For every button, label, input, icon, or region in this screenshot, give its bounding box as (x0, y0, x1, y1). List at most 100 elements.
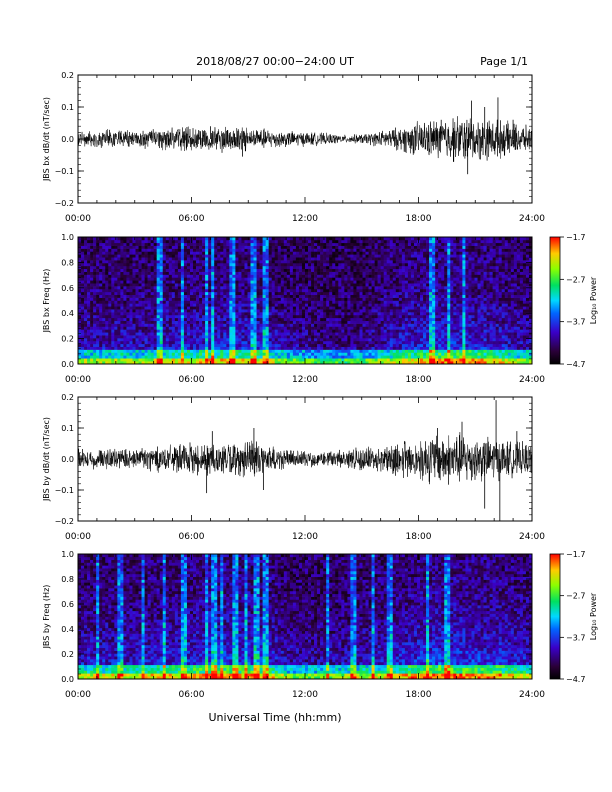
spectrogram-cell (295, 265, 300, 270)
spectrogram-cell (180, 260, 185, 264)
spectrogram-cell (407, 309, 412, 313)
spectrogram-cell (144, 239, 148, 244)
spectrogram-cell (395, 352, 400, 356)
spectrogram-cell (229, 323, 233, 327)
spectrogram-cell (211, 346, 215, 350)
spectrogram-cell (174, 271, 179, 275)
spectrogram-cell (326, 329, 330, 333)
spectrogram-cell (102, 335, 106, 339)
spectrogram-cell (214, 291, 218, 296)
spectrogram-cell (295, 306, 300, 310)
spectrogram-cell (295, 335, 300, 339)
spectrogram-cell (404, 340, 409, 345)
spectrogram-cell (314, 280, 318, 284)
spectrogram-cell (353, 358, 357, 362)
spectrogram-cell (87, 309, 91, 313)
spectrogram-cell (123, 332, 127, 336)
spectrogram-cell (114, 257, 118, 261)
spectrogram-cell (347, 283, 351, 287)
spectrogram-cell (138, 245, 142, 249)
spectrogram-cell (214, 329, 218, 333)
spectrogram-cell (314, 288, 318, 293)
spectrogram-cell (374, 265, 378, 270)
spectrogram-cell (120, 251, 124, 255)
spectrogram-cell (108, 314, 112, 319)
spectrogram-cell (105, 326, 109, 330)
spectrogram-cell (123, 300, 127, 304)
spectrogram-cell (305, 306, 309, 310)
spectrogram-cell (220, 320, 224, 324)
spectrogram-cell (129, 277, 133, 281)
spectrogram-cell (117, 314, 121, 319)
spectrogram-cell (174, 332, 179, 336)
spectrogram-cell (289, 346, 294, 350)
spectrogram-cell (398, 262, 403, 267)
spectrogram-cell (202, 332, 206, 336)
spectrogram-cell (292, 349, 297, 353)
spectrogram-cell (120, 320, 124, 324)
spectrogram-cell (395, 297, 400, 301)
spectrogram-cell (171, 332, 176, 336)
spectrogram-cell (320, 320, 324, 324)
spectrogram-cell (326, 338, 330, 342)
spectrogram-cell (186, 242, 191, 246)
spectrogram-cell (286, 332, 291, 336)
spectrogram-cell (105, 254, 109, 258)
spectrogram-cell (344, 297, 348, 301)
spectrogram-cell (174, 317, 179, 322)
spectrogram-cell (193, 355, 197, 359)
spectrogram-cell (350, 340, 354, 345)
spectrogram-cell (199, 349, 203, 353)
spectrogram-cell (138, 312, 142, 316)
spectrogram-cell (368, 294, 372, 298)
spectrogram-cell (410, 340, 415, 345)
spectrogram-cell (99, 300, 103, 304)
spectrogram-cell (274, 335, 279, 339)
spectrogram-cell (317, 268, 321, 272)
spectrogram-cell (265, 265, 269, 270)
spectrogram-cell (253, 239, 257, 244)
spectrogram-cell (93, 358, 97, 362)
spectrogram-cell (93, 237, 97, 241)
spectrogram-cell (395, 317, 400, 322)
spectrogram-cell (374, 283, 378, 287)
spectrogram-cell (241, 268, 245, 272)
spectrogram-cell (138, 343, 142, 347)
spectrogram-cell (165, 300, 170, 304)
spectrogram-cell (159, 251, 164, 255)
spectrogram-cell (407, 343, 412, 347)
spectrogram-cell (344, 257, 348, 261)
spectrogram-cell (229, 335, 233, 339)
spectrogram-cell (407, 262, 412, 267)
spectrogram-cell (220, 317, 224, 322)
spectrogram-cell (244, 338, 248, 342)
spectrogram-cell (196, 309, 200, 313)
spectrogram-cell (135, 335, 139, 339)
spectrogram-cell (374, 268, 378, 272)
spectrogram-cell (226, 237, 230, 241)
spectrogram-cell (223, 262, 227, 267)
spectrogram-cell (177, 340, 182, 345)
spectrogram-cell (238, 303, 242, 307)
spectrogram-cell (144, 260, 148, 264)
spectrogram-cell (220, 265, 224, 270)
spectrogram-cell (377, 280, 381, 284)
spectrogram-cell (138, 268, 142, 272)
spectrogram-cell (289, 237, 294, 241)
spectrogram-cell (386, 358, 391, 362)
spectrogram-cell (265, 294, 269, 298)
spectrogram-cell (253, 340, 257, 345)
spectrogram-cell (401, 343, 406, 347)
spectrogram-cell (365, 297, 369, 301)
spectrogram-cell (371, 332, 375, 336)
spectrogram-cell (323, 314, 327, 319)
spectrogram-cell (253, 314, 257, 319)
spectrogram-cell (329, 358, 333, 362)
spectrogram-cell (289, 300, 294, 304)
spectrogram-cell (202, 303, 206, 307)
spectrogram-cell (308, 340, 312, 345)
spectrogram-cell (220, 323, 224, 327)
spectrogram-cell (177, 239, 182, 244)
spectrogram-cell (311, 283, 315, 287)
spectrogram-cell (84, 349, 88, 353)
